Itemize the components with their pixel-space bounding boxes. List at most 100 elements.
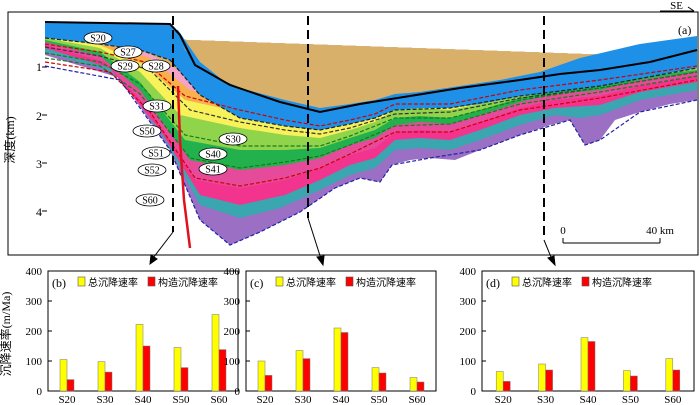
x-tick-label: S20 <box>256 394 274 405</box>
bar-total-s20 <box>495 371 504 392</box>
seafloor-blue-band <box>45 22 697 130</box>
x-tick-label: S30 <box>96 394 114 405</box>
x-tick-label: S50 <box>370 394 388 405</box>
y-tick-label: 0 <box>37 386 43 398</box>
horizon-label-s51: S51 <box>141 146 171 160</box>
legend-total-label: 总沉降速率 <box>286 276 336 289</box>
svg-text:S50: S50 <box>139 127 155 138</box>
svg-text:S40: S40 <box>205 150 221 161</box>
x-tick-label: S50 <box>622 394 640 405</box>
scale-bar-end: 40 km <box>646 225 674 237</box>
bar-total-s60 <box>409 377 418 392</box>
bar-panel-label: (d) <box>486 276 500 290</box>
y-tick-label: 300 <box>224 296 241 308</box>
horizon-labels: S20 S27 S28 S29 S31 S30 <box>83 31 248 207</box>
bar-panel-b: 0 100 200 300 400 (b) 总沉降速率 构造沉降速率 S20 S30 S40 S50 S… <box>26 266 239 405</box>
water-column <box>45 22 697 116</box>
horizon-label-s60: S60 <box>135 193 165 207</box>
fault-line <box>176 85 192 249</box>
horizon-label-s52: S52 <box>137 163 167 177</box>
x-tick-label: S30 <box>294 394 312 405</box>
y-tick-label: 100 <box>26 356 43 368</box>
x-tick-label: S60 <box>408 394 426 405</box>
depth-tick-1: 1 <box>36 60 42 74</box>
horizon-label-s29: S29 <box>110 59 140 73</box>
well-markers <box>172 16 545 240</box>
bar-tectonic-s60 <box>672 369 681 392</box>
y-tick-label: 100 <box>224 356 241 368</box>
bar-tectonic-s20 <box>502 381 511 392</box>
bar-total-s30 <box>538 363 546 392</box>
bar-tectonic-s60 <box>416 381 425 392</box>
svg-text:S41: S41 <box>205 165 221 176</box>
stratigraphic-layers <box>45 22 697 245</box>
horizon-label-s50: S50 <box>132 124 162 138</box>
bar-total-s30 <box>97 361 106 392</box>
y-tick-label: 400 <box>460 266 477 278</box>
horizon-label-s40: S40 <box>198 147 228 161</box>
bar-tectonic-s20 <box>264 375 273 392</box>
bar-panels: 0 100 200 300 400 (b) 总沉降速率 构造沉降速率 S20 S30 S40 S50 S… <box>26 266 695 405</box>
bar-tectonic-s40 <box>587 341 596 392</box>
x-tick-label: S40 <box>332 394 350 405</box>
svg-text:S28: S28 <box>148 62 164 73</box>
layer-s27-tan <box>45 33 697 114</box>
horizon-label-s28: S28 <box>141 59 171 73</box>
bar-total-s40 <box>135 324 144 392</box>
svg-text:S30: S30 <box>225 135 241 146</box>
depth-ticks: 1 2 3 4 <box>36 60 42 219</box>
horizon-label-s41: S41 <box>198 162 228 176</box>
horizon-label-s20: S20 <box>83 31 113 45</box>
legend-tectonic-swatch <box>345 276 354 287</box>
y-tick-label: 100 <box>460 356 477 368</box>
x-tick-label: S20 <box>495 394 513 405</box>
bar-panel-label: (c) <box>250 276 263 290</box>
bar-panel-d: 0 100 200 300 400 (d) 总沉降速率 构造沉降速率 S20 S30 S40 S50 S… <box>460 266 695 405</box>
bar-total-s20 <box>59 359 68 392</box>
bar-tectonic-s50 <box>378 372 387 392</box>
x-tick-label: S20 <box>58 394 76 405</box>
x-tick-label: S40 <box>134 394 152 405</box>
bar-total-s40 <box>580 337 589 392</box>
bar-tectonic-s30 <box>302 358 311 392</box>
horizon-label-s30: S30 <box>218 132 248 146</box>
svg-text:S20: S20 <box>90 34 106 45</box>
bar-tectonic-s60 <box>218 349 227 392</box>
y-tick-label: 400 <box>224 266 241 278</box>
bar-total-s60 <box>211 314 220 392</box>
bar-tectonic-s40 <box>340 332 349 392</box>
section-panel-label: (a) <box>678 23 691 37</box>
legend-total-label: 总沉降速率 <box>88 276 138 289</box>
bar-tectonic-s30 <box>104 371 113 392</box>
svg-text:S52: S52 <box>144 166 160 177</box>
y-tick-label: 0 <box>235 386 241 398</box>
svg-text:S60: S60 <box>142 196 158 207</box>
legend-tectonic-label: 构造沉降速率 <box>158 276 218 289</box>
svg-text:S27: S27 <box>120 48 136 59</box>
x-tick-label: S40 <box>579 394 597 405</box>
direction-indicator: SE <box>660 0 695 12</box>
y-tick-label: 0 <box>471 386 477 398</box>
bar-tectonic-s30 <box>545 369 553 392</box>
bar-tectonic-s20 <box>66 379 75 392</box>
bar-total-s50 <box>371 367 380 392</box>
scale-bar-start: 0 <box>560 225 566 237</box>
bar-total-s40 <box>333 327 342 392</box>
depth-tick-4: 4 <box>36 205 42 219</box>
y-tick-label: 200 <box>26 326 43 338</box>
svg-text:S29: S29 <box>117 62 133 73</box>
bar-tectonic-s50 <box>630 375 638 392</box>
y-tick-label: 300 <box>460 296 477 308</box>
horizon-label-s31: S31 <box>142 99 172 113</box>
depth-tick-3: 3 <box>36 157 42 171</box>
bar-total-s30 <box>295 350 304 392</box>
legend-tectonic-label: 构造沉降速率 <box>592 276 652 289</box>
legend-tectonic-label: 构造沉降速率 <box>356 276 416 289</box>
svg-text:S31: S31 <box>149 102 165 113</box>
bar-tectonic-s40 <box>142 345 151 392</box>
bar-total-s20 <box>257 360 266 392</box>
seafloor-line <box>44 21 698 114</box>
x-tick-label: S60 <box>664 394 682 405</box>
legend-total-swatch <box>77 276 86 287</box>
depth-tick-2: 2 <box>36 109 42 123</box>
